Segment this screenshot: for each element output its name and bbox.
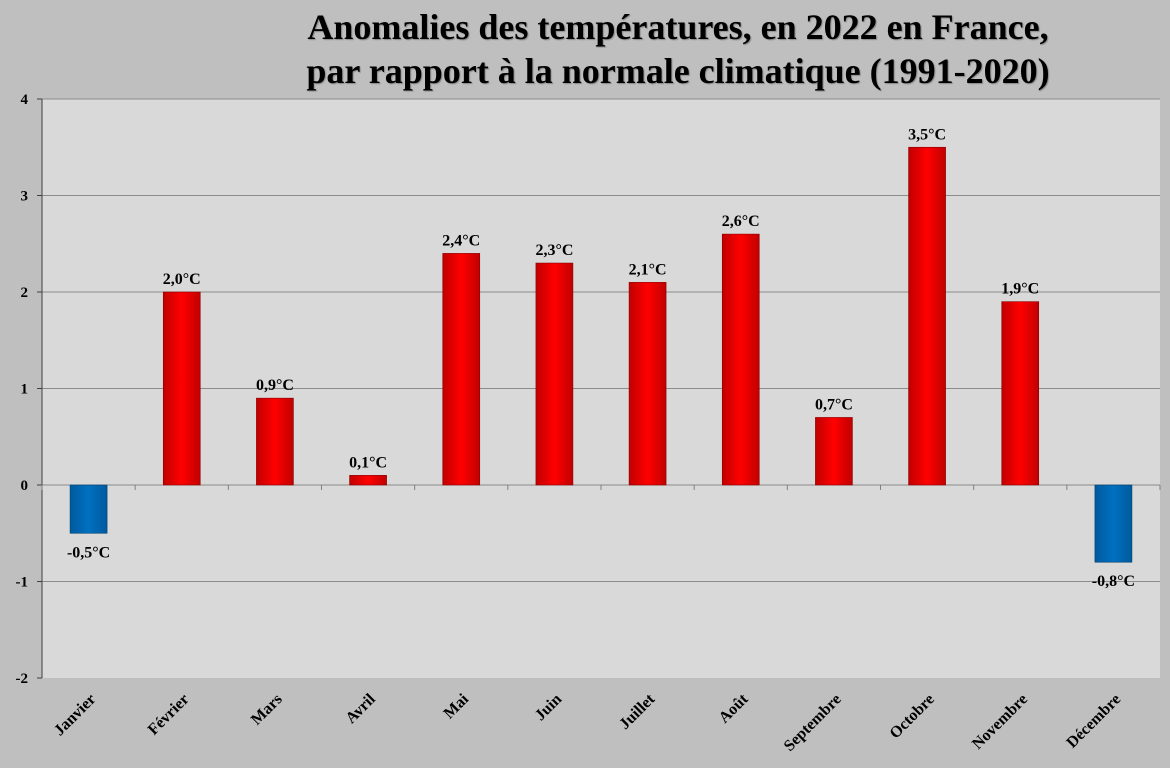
y-tick-label: 2 (21, 285, 29, 301)
category-label: Février (145, 691, 193, 739)
data-label: 0,1°C (349, 454, 387, 471)
chart-title-line-1: Anomalies des températures, en 2022 en F… (307, 7, 1049, 47)
y-tick-label: -1 (16, 575, 29, 591)
data-label: 2,4°C (442, 232, 480, 249)
data-label: 2,1°C (629, 261, 667, 278)
bar-mai (442, 253, 481, 486)
data-label: 0,9°C (256, 377, 294, 394)
bar-juillet (628, 282, 667, 486)
bar-janvier (69, 484, 108, 534)
data-label: -0,8°C (1092, 573, 1135, 590)
data-label: -0,5°C (67, 544, 110, 561)
bar-février (162, 291, 201, 486)
bar-octobre (908, 146, 946, 486)
data-label: 2,3°C (535, 242, 573, 259)
category-label: Juin (532, 691, 565, 724)
category-label: Septembre (781, 691, 845, 755)
bar-décembre (1094, 484, 1133, 563)
category-label: Août (716, 690, 752, 726)
data-label: 3,5°C (908, 126, 946, 143)
data-label: 0,7°C (815, 396, 853, 413)
data-label: 2,0°C (163, 271, 201, 288)
data-label: 1,9°C (1001, 281, 1039, 298)
y-tick-label: 0 (21, 478, 29, 494)
category-label: Avril (343, 690, 380, 727)
data-label: 2,6°C (722, 213, 760, 230)
bar-août (721, 233, 760, 486)
bar-juin (535, 262, 574, 486)
category-label: Janvier (51, 691, 99, 739)
y-tick-label: 1 (21, 382, 29, 398)
bar-septembre (815, 417, 853, 486)
category-label: Mai (441, 690, 473, 722)
category-label: Mars (248, 691, 286, 729)
bar-avril (349, 475, 387, 486)
bar-mars (256, 397, 294, 486)
category-label: Octobre (887, 691, 938, 742)
y-tick-label: -2 (16, 671, 29, 687)
y-tick-label: 3 (21, 189, 29, 205)
category-label: Juillet (616, 690, 659, 733)
category-label: Novembre (969, 691, 1031, 753)
category-label: Décembre (1063, 691, 1124, 752)
bar-novembre (1001, 301, 1040, 486)
chart-title-line-2: par rapport à la normale climatique (199… (306, 51, 1050, 91)
y-tick-label: 4 (21, 92, 29, 108)
